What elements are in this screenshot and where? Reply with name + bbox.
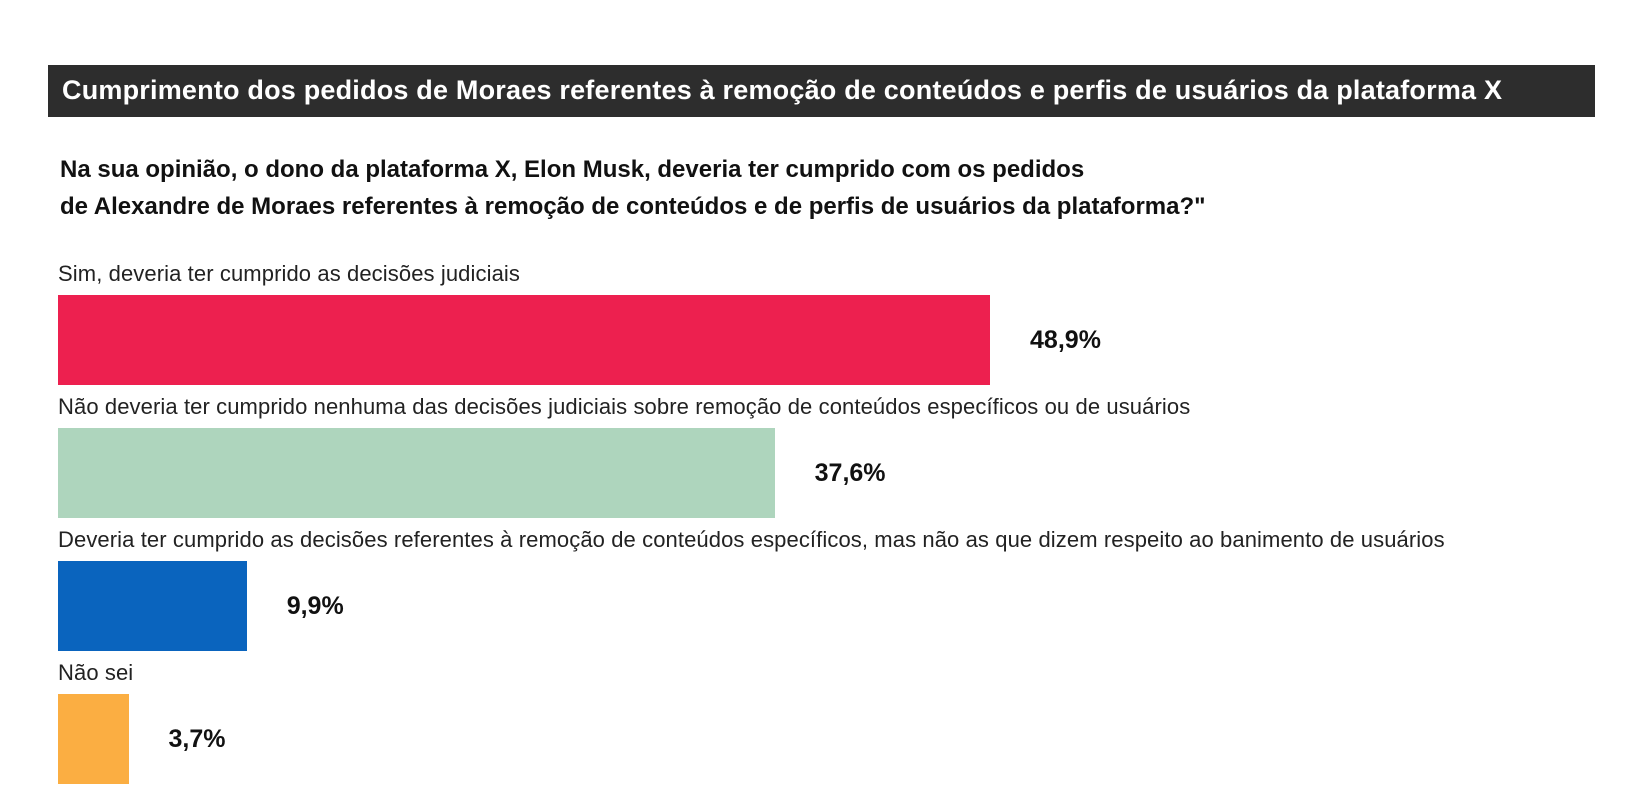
bar bbox=[58, 694, 129, 785]
page-title-bar: Cumprimento dos pedidos de Moraes refere… bbox=[48, 65, 1595, 117]
bar-label: Sim, deveria ter cumprido as decisões ju… bbox=[58, 261, 521, 287]
value-label: 48,9% bbox=[1030, 325, 1101, 354]
page-title: Cumprimento dos pedidos de Moraes refere… bbox=[62, 75, 1503, 105]
bar-line: 48,9% bbox=[58, 295, 1595, 386]
bar-label: Não sei bbox=[58, 660, 134, 686]
bar bbox=[58, 428, 775, 519]
chart-row: Não deveria ter cumprido nenhuma das dec… bbox=[58, 394, 1595, 519]
bar bbox=[58, 561, 247, 652]
bar-line: 9,9% bbox=[58, 561, 1595, 652]
chart-row: Sim, deveria ter cumprido as decisões ju… bbox=[58, 261, 1595, 386]
bar-label: Deveria ter cumprido as decisões referen… bbox=[58, 527, 1445, 553]
value-label: 3,7% bbox=[168, 724, 226, 753]
chart-row: Não sei 3,7% bbox=[58, 660, 1595, 785]
value-label: 9,9% bbox=[286, 591, 344, 620]
bar-line: 37,6% bbox=[58, 428, 1595, 519]
value-label: 37,6% bbox=[814, 458, 886, 487]
survey-question: Na sua opinião, o dono da plataforma X, … bbox=[60, 151, 1595, 225]
bar-label: Não deveria ter cumprido nenhuma das dec… bbox=[58, 394, 1191, 420]
bar bbox=[58, 295, 991, 386]
bar-chart: Sim, deveria ter cumprido as decisões ju… bbox=[58, 261, 1595, 785]
bar-line: 3,7% bbox=[58, 694, 1595, 785]
survey-question-line-2: de Alexandre de Moraes referentes à remo… bbox=[60, 193, 1206, 221]
survey-question-line-1: Na sua opinião, o dono da plataforma X, … bbox=[60, 156, 1085, 183]
chart-row: Deveria ter cumprido as decisões referen… bbox=[58, 527, 1595, 652]
